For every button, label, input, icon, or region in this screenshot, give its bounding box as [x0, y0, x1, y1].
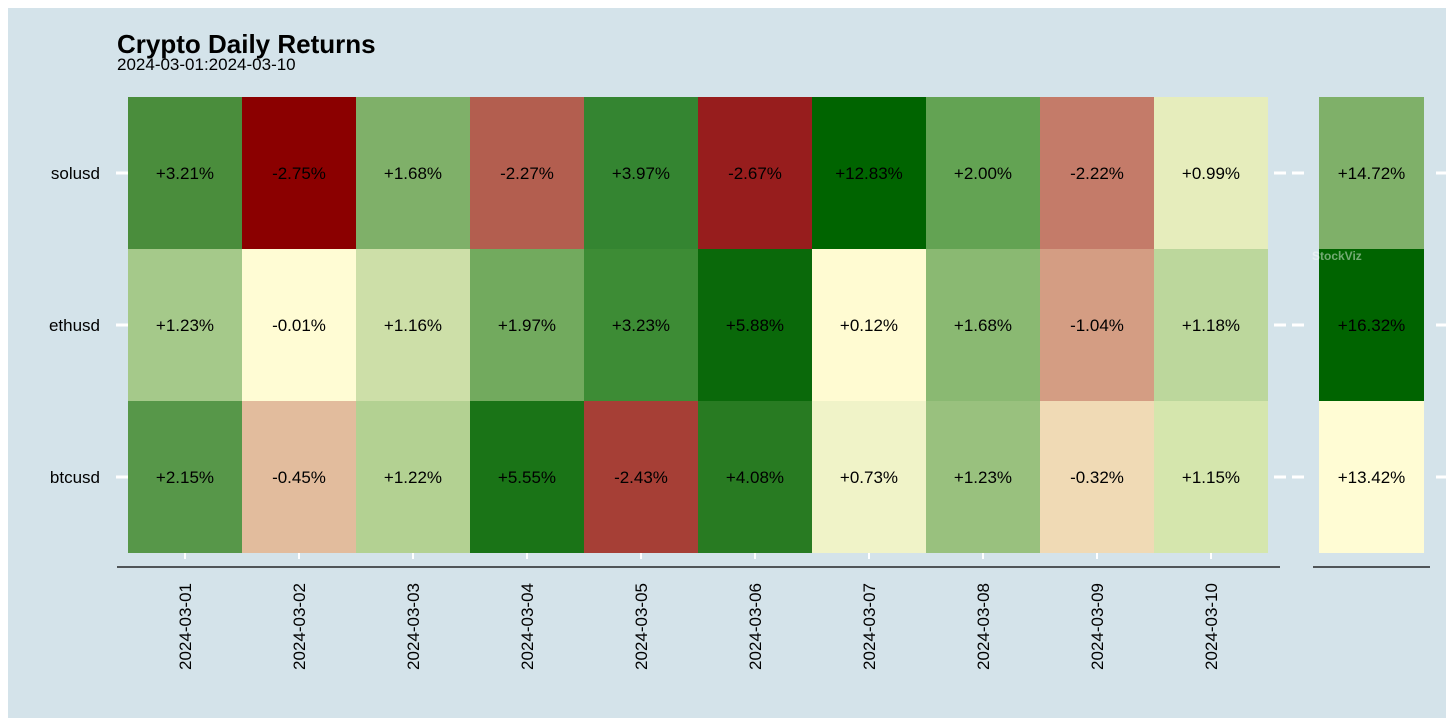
column-label: 2024-03-04: [518, 583, 537, 670]
heatmap-cell: [356, 97, 470, 249]
heatmap-cell: [584, 249, 698, 401]
heatmap-cell: [812, 97, 926, 249]
cell-value-label: +5.55%: [498, 468, 556, 487]
heatmap-cell: [128, 249, 242, 401]
cell-value-label: +1.18%: [1182, 316, 1240, 335]
heatmap-cell: [926, 401, 1040, 553]
cell-value-label: +5.88%: [726, 316, 784, 335]
column-label: 2024-03-09: [1088, 583, 1107, 670]
cell-value-label: +3.97%: [612, 164, 670, 183]
cell-value-label: -0.01%: [272, 316, 326, 335]
cell-value-label: +1.23%: [156, 316, 214, 335]
heatmap-cell: [698, 249, 812, 401]
watermark-logo: StockViz: [1312, 249, 1362, 263]
chart-subtitle: 2024-03-01:2024-03-10: [117, 55, 296, 74]
total-value-label: +14.72%: [1338, 164, 1406, 183]
chart-title: Crypto Daily Returns: [117, 29, 376, 59]
heatmap-cell: [1154, 97, 1268, 249]
cell-value-label: +1.16%: [384, 316, 442, 335]
heatmap-cell: [356, 401, 470, 553]
cell-value-label: -1.04%: [1070, 316, 1124, 335]
column-labels: 2024-03-01 2024-03-02 2024-03-03 2024-03-04…: [176, 553, 1221, 670]
heatmap-totals: +14.72% +16.32% +13.42%: [1319, 97, 1424, 553]
column-label: 2024-03-10: [1202, 583, 1221, 670]
cell-value-label: +0.73%: [840, 468, 898, 487]
cell-value-label: +1.23%: [954, 468, 1012, 487]
cell-value-label: -2.67%: [728, 164, 782, 183]
cell-value-label: +3.23%: [612, 316, 670, 335]
column-label: 2024-03-05: [632, 583, 651, 670]
heatmap-cell: [584, 401, 698, 553]
cell-value-label: -2.27%: [500, 164, 554, 183]
cell-value-label: +2.00%: [954, 164, 1012, 183]
row-label: solusd: [51, 164, 100, 183]
cell-value-label: +1.68%: [384, 164, 442, 183]
cell-value-label: +12.83%: [835, 164, 903, 183]
cell-value-label: +1.97%: [498, 316, 556, 335]
heatmap-cell: [1040, 249, 1154, 401]
heatmap-cell: [926, 97, 1040, 249]
heatmap-cell: [812, 249, 926, 401]
cell-value-label: +4.08%: [726, 468, 784, 487]
cell-value-label: -0.32%: [1070, 468, 1124, 487]
heatmap-cell: [242, 249, 356, 401]
total-cell: [1319, 97, 1424, 249]
heatmap-cell: [242, 401, 356, 553]
heatmap-cell: [1040, 401, 1154, 553]
cell-value-label: +2.15%: [156, 468, 214, 487]
cell-value-label: +1.22%: [384, 468, 442, 487]
heatmap-cell: [812, 401, 926, 553]
heatmap-cell: [470, 97, 584, 249]
cell-value-label: -2.22%: [1070, 164, 1124, 183]
heatmap-cell: [698, 97, 812, 249]
heatmap-cell: [584, 97, 698, 249]
cell-value-label: -2.43%: [614, 468, 668, 487]
heatmap-cell: [1154, 401, 1268, 553]
chart-background: Crypto Daily Returns 2024-03-01:2024-03-…: [8, 8, 1446, 718]
column-label: 2024-03-02: [290, 583, 309, 670]
total-cell: [1319, 249, 1424, 401]
heatmap-cell: [242, 97, 356, 249]
column-label: 2024-03-07: [860, 583, 879, 670]
heatmap-chart: Crypto Daily Returns 2024-03-01:2024-03-…: [49, 29, 1446, 670]
heatmap-cell: [470, 401, 584, 553]
cell-value-label: -0.45%: [272, 468, 326, 487]
heatmap-cell: [698, 401, 812, 553]
heatmap-cell: [128, 401, 242, 553]
cell-value-label: -2.75%: [272, 164, 326, 183]
cell-value-label: +0.12%: [840, 316, 898, 335]
cell-value-label: +1.15%: [1182, 468, 1240, 487]
cell-value-label: +0.99%: [1182, 164, 1240, 183]
column-label: 2024-03-01: [176, 583, 195, 670]
column-label: 2024-03-06: [746, 583, 765, 670]
heatmap-cell: [1040, 97, 1154, 249]
heatmap-main: +3.21% -2.75% +1.68% -2.27% +3.97% -2.67% +12.…: [128, 97, 1268, 553]
column-label: 2024-03-08: [974, 583, 993, 670]
heatmap-cell: [356, 249, 470, 401]
heatmap-cell: [926, 249, 1040, 401]
total-value-label: +13.42%: [1338, 468, 1406, 487]
row-label: btcusd: [50, 468, 100, 487]
cell-value-label: +3.21%: [156, 164, 214, 183]
row-labels: solusd ethusd btcusd: [49, 164, 1446, 487]
cell-value-label: +1.68%: [954, 316, 1012, 335]
heatmap-cell: [470, 249, 584, 401]
total-cell: [1319, 401, 1424, 553]
column-label: 2024-03-03: [404, 583, 423, 670]
heatmap-cell: [128, 97, 242, 249]
heatmap-cell: [1154, 249, 1268, 401]
row-label: ethusd: [49, 316, 100, 335]
total-value-label: +16.32%: [1338, 316, 1406, 335]
